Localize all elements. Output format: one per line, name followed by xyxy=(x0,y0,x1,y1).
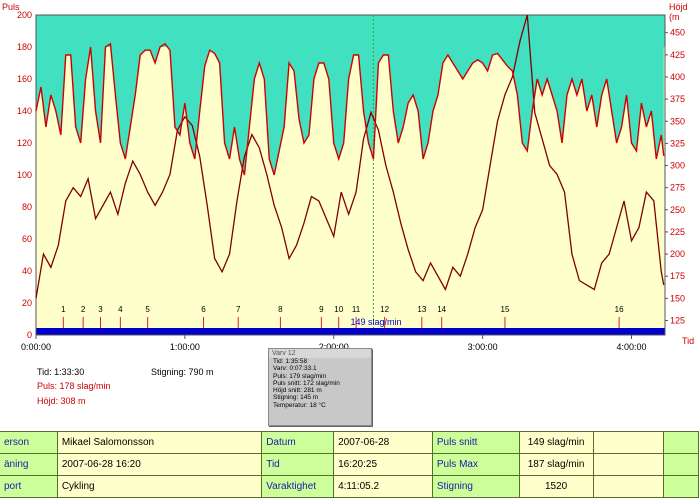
value-max-pulse: 187 slag/min xyxy=(518,453,594,476)
value-person: Mikael Salomonsson xyxy=(56,431,263,454)
y-right-tick-label: 225 xyxy=(670,227,685,237)
lap-marker-label: 15 xyxy=(501,305,510,314)
empty-cell xyxy=(663,453,699,476)
y-right-tick-label: 125 xyxy=(670,315,685,325)
lap-marker-label: 10 xyxy=(334,305,343,314)
plot-frame xyxy=(35,14,666,336)
summary-row: äning 2007-06-28 16:20 Tid 16:20:25 Puls… xyxy=(0,453,699,476)
lap-marker-label: 7 xyxy=(236,305,241,314)
pulse-series-line xyxy=(35,42,665,176)
label-session: äning xyxy=(0,453,58,476)
label-duration: Varaktighet xyxy=(261,475,335,498)
tooltip-line: Puls snitt: 172 slag/min xyxy=(273,379,340,387)
label-person: erson xyxy=(0,431,58,454)
tooltip-line: Temperatur: 18 °C xyxy=(273,401,326,409)
empty-cell xyxy=(592,431,665,454)
x-tick-label: 2:00:00 xyxy=(319,342,349,352)
x-tick-label: 0:00:00 xyxy=(21,342,51,352)
label-time: Tid xyxy=(261,453,335,476)
label-date: Datum xyxy=(261,431,335,454)
y-left-tick-label: 180 xyxy=(17,42,32,52)
value-session: 2007-06-28 16:20 xyxy=(56,453,263,476)
value-sport: Cykling xyxy=(56,475,263,498)
y-left-tick-label: 140 xyxy=(17,106,32,116)
summary-row: erson Mikael Salomonsson Datum 2007-06-2… xyxy=(0,431,699,454)
y-right-tick-label: 325 xyxy=(670,138,685,148)
x-tick-label: 4:00:00 xyxy=(616,342,646,352)
y-right-tick-label: 250 xyxy=(670,205,685,215)
y-right-tick-label: 450 xyxy=(670,28,685,38)
y-right-tick-label: 200 xyxy=(670,249,685,259)
y-right-tick-label: 375 xyxy=(670,94,685,104)
lap-marker-label: 6 xyxy=(201,305,206,314)
lap-marker-label: 2 xyxy=(81,305,86,314)
y-left-tick-label: 200 xyxy=(17,10,32,20)
summary-row: port Cykling Varaktighet 4:11:05.2 Stign… xyxy=(0,475,699,498)
zone-label: 149 slag/min xyxy=(351,317,402,327)
y-left-tick-label: 20 xyxy=(22,298,32,308)
y-left-tick-label: 0 xyxy=(27,330,32,340)
y-left-tick-label: 60 xyxy=(22,234,32,244)
empty-cell xyxy=(663,475,699,498)
total-climb: Stigning: 790 m xyxy=(151,367,214,377)
cursor-height: Höjd: 308 m xyxy=(37,396,86,406)
x-tick-label: 1:00:00 xyxy=(170,342,200,352)
zone-bar xyxy=(36,328,665,335)
y-left-tick-label: 160 xyxy=(17,74,32,84)
tooltip-title: Varv 12 xyxy=(269,349,371,358)
value-duration: 4:11:05.2 xyxy=(333,475,433,498)
workout-summary-table: erson Mikael Salomonsson Datum 2007-06-2… xyxy=(0,431,699,498)
lap-marker-label: 8 xyxy=(278,305,283,314)
lap-marker-label: 12 xyxy=(380,305,389,314)
workout-chart[interactable]: 200 180 160 140 120 100 80 60 40 20 0 450 425 400 375 3… xyxy=(0,0,700,360)
above-pulse-fill xyxy=(36,15,664,175)
label-max-pulse: Puls Max xyxy=(431,453,520,476)
y-left-tick-label: 80 xyxy=(22,202,32,212)
x-tick-label: 3:00:00 xyxy=(468,342,498,352)
empty-cell xyxy=(592,453,665,476)
lap-marker-label: 11 xyxy=(352,305,361,314)
cursor-pulse: Puls: 178 slag/min xyxy=(37,381,111,391)
cursor-time: Tid: 1:33:30 xyxy=(37,367,85,377)
tooltip-line: Höjd snitt: 281 m xyxy=(273,387,322,395)
value-avg-pulse: 149 slag/min xyxy=(518,431,594,454)
lap-tooltip: Varv 12 Tid: 1:35:58 Varv: 0:07:33.1 Pul… xyxy=(268,348,372,426)
lap-marker-label: 4 xyxy=(118,305,123,314)
y-right-tick-label: 175 xyxy=(670,271,685,281)
y-right-tick-label: 425 xyxy=(670,50,685,60)
tooltip-line: Stigning: 145 m xyxy=(273,394,319,402)
lap-marker-label: 1 xyxy=(61,305,66,314)
y-right-tick-label: 350 xyxy=(670,116,685,126)
y-left-tick-label: 120 xyxy=(17,138,32,148)
lap-marker-label: 16 xyxy=(615,305,624,314)
left-axis-title: Puls xyxy=(2,2,20,12)
value-date: 2007-06-28 xyxy=(333,431,433,454)
lap-marker-label: 14 xyxy=(437,305,446,314)
altitude-series-line xyxy=(35,14,665,299)
label-sport: port xyxy=(0,475,58,498)
tooltip-line: Varv: 0:07:33.1 xyxy=(273,365,317,373)
empty-cell xyxy=(663,431,699,454)
lap-marker-label: 9 xyxy=(319,305,324,314)
lap-marker-label: 13 xyxy=(417,305,426,314)
y-right-tick-label: 150 xyxy=(670,293,685,303)
y-right-tick-label: 300 xyxy=(670,161,685,171)
value-climb: 1520 xyxy=(518,475,594,498)
y-left-tick-label: 40 xyxy=(22,266,32,276)
label-avg-pulse: Puls snitt xyxy=(431,431,520,454)
y-right-tick-label: 400 xyxy=(670,72,685,82)
lap-marker-label: 3 xyxy=(98,305,103,314)
y-left-tick-label: 100 xyxy=(17,170,32,180)
right-axis-title: Höjd (m xyxy=(669,2,688,22)
tooltip-line: Tid: 1:35:58 xyxy=(273,358,308,365)
label-climb: Stigning xyxy=(431,475,520,498)
tooltip-line: Puls: 179 slag/min xyxy=(273,372,327,380)
value-time: 16:20:25 xyxy=(333,453,433,476)
empty-cell xyxy=(592,475,665,498)
lap-marker-label: 5 xyxy=(145,305,150,314)
y-right-tick-label: 275 xyxy=(670,183,685,193)
heart-rate-altitude-chart[interactable]: 2001801601401201008060402004504254003753… xyxy=(0,0,700,360)
x-axis-unit: Tid xyxy=(682,336,695,346)
